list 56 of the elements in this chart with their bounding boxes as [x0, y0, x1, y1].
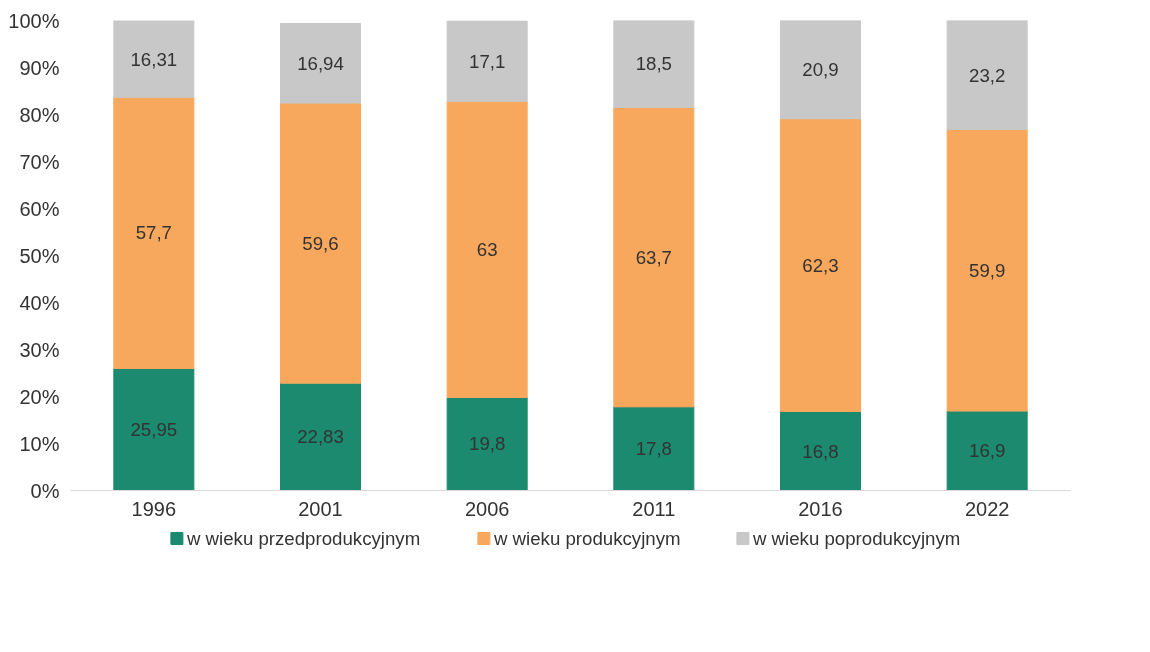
data-label: 17,1	[469, 50, 506, 72]
bar	[113, 20, 195, 98]
data-label: 18,5	[635, 53, 672, 75]
data-label: 16,9	[969, 440, 1006, 462]
data-label: 59,9	[969, 259, 1006, 281]
data-label: 22,83	[297, 426, 344, 448]
data-label: 16,31	[130, 48, 178, 70]
bar	[113, 368, 195, 491]
bar	[946, 410, 1028, 491]
y-tick-label: 80%	[19, 103, 60, 126]
y-tick-label: 30%	[19, 338, 60, 361]
data-label: 16,8	[802, 440, 839, 462]
bar	[280, 22, 361, 104]
x-tick-label: 2006	[464, 497, 510, 520]
bar	[446, 20, 528, 102]
data-label: 63,7	[635, 246, 672, 268]
data-label: 57,7	[135, 222, 172, 244]
x-tick-label: 2022	[964, 497, 1010, 520]
data-label: 63	[476, 238, 498, 260]
bar	[946, 129, 1028, 412]
bar	[780, 118, 861, 413]
bar	[946, 20, 1028, 131]
y-tick-label: 0%	[30, 479, 60, 502]
x-tick-label: 2016	[798, 497, 843, 520]
legend-label: w wieku poprodukcyjnym	[751, 528, 961, 549]
y-tick-label: 70%	[19, 150, 60, 173]
bar	[613, 106, 695, 408]
y-tick-label: 100%	[8, 9, 60, 32]
data-label: 59,6	[302, 232, 339, 254]
bar	[780, 20, 861, 120]
bar	[280, 102, 361, 384]
legend-label: w wieku produkcyjnym	[492, 528, 681, 549]
y-tick-label: 60%	[19, 197, 60, 220]
data-label: 19,8	[469, 433, 506, 455]
data-label: 23,2	[969, 64, 1006, 86]
x-tick-label: 1996	[131, 497, 177, 520]
data-label: 62,3	[802, 254, 839, 276]
data-label: 20,9	[802, 59, 839, 81]
y-tick-label: 90%	[19, 56, 60, 79]
bar	[280, 382, 361, 491]
bar	[780, 411, 861, 491]
data-label: 17,8	[635, 438, 672, 460]
x-tick-label: 2011	[632, 497, 676, 520]
x-tick-label: 2001	[298, 497, 343, 520]
y-tick-label: 40%	[19, 291, 60, 314]
legend-label: w wieku przedprodukcyjnym	[185, 528, 421, 549]
data-label: 25,95	[130, 419, 178, 441]
bar	[446, 396, 528, 491]
y-tick-label: 50%	[19, 244, 60, 267]
bar	[113, 96, 195, 370]
bar	[446, 100, 528, 398]
bar	[613, 20, 695, 108]
bar	[613, 406, 695, 491]
data-label: 16,94	[297, 52, 344, 74]
y-tick-label: 20%	[19, 385, 60, 408]
y-tick-label: 10%	[19, 432, 60, 455]
